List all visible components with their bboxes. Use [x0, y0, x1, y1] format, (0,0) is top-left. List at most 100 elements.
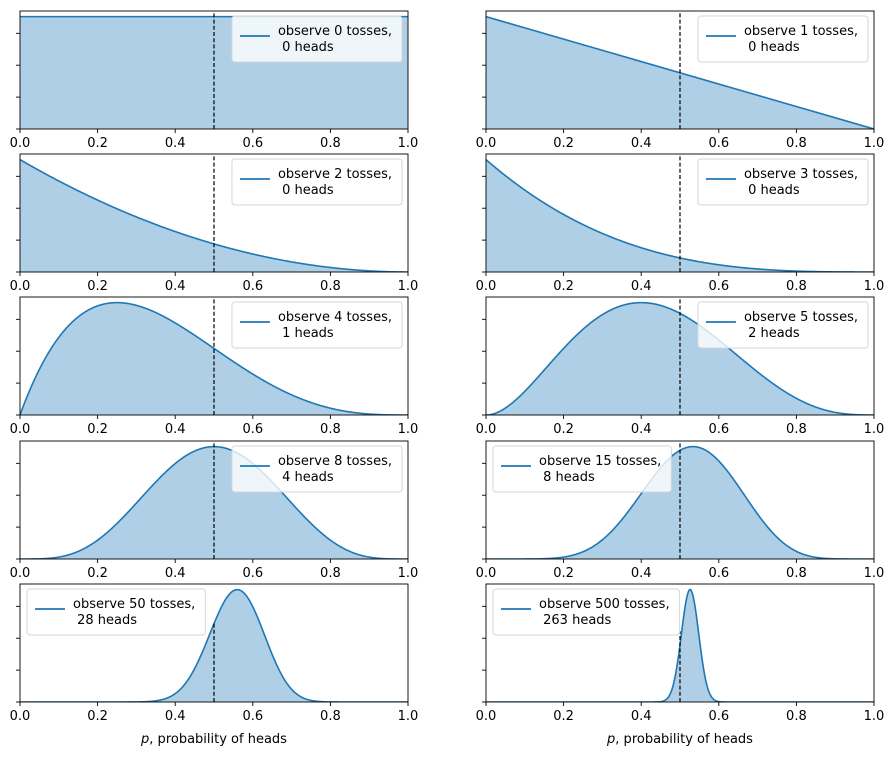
x-tick-label: 0.8 [786, 136, 807, 151]
x-tick-label: 0.2 [87, 136, 108, 151]
x-tick-label: 0.0 [476, 422, 497, 437]
plot-area [486, 11, 874, 129]
x-tick-label: 0.0 [10, 422, 31, 437]
plot-area [486, 297, 874, 415]
x-tick-label: 0.6 [242, 279, 263, 294]
x-tick-label: 0.6 [708, 136, 729, 151]
x-tick-label: 0.4 [631, 422, 652, 437]
posterior-area [20, 159, 408, 272]
x-tick-label: 0.6 [708, 279, 729, 294]
x-tick-label: 0.0 [10, 566, 31, 581]
x-tick-label: 1.0 [398, 709, 419, 724]
x-tick-label: 1.0 [398, 422, 419, 437]
legend-label: observe 15 tosses, 8 heads [539, 454, 661, 485]
legend-box [231, 15, 403, 63]
subplot-6: 0.0 0.2 0.4 0.6 0.8 1.0 observe 8 tosses, 4 he… [10, 440, 419, 581]
legend: observe 0 tosses, 0 heads [231, 15, 403, 63]
posterior-curve [20, 588, 408, 702]
legend-label: observe 0 tosses, 0 heads [278, 24, 392, 55]
x-tick-label: 0.8 [786, 279, 807, 294]
axes-frame [19, 296, 409, 416]
legend-label: observe 3 tosses, 0 heads [744, 167, 858, 198]
x-tick-label: 0.4 [165, 566, 186, 581]
plot-area [486, 441, 874, 559]
x-tick-label: 0.8 [320, 136, 341, 151]
legend: observe 2 tosses, 0 heads [231, 158, 403, 206]
plot-area [20, 588, 408, 702]
legend: observe 1 tosses, 0 heads [697, 15, 869, 63]
x-tick-label: 1.0 [398, 566, 419, 581]
x-tick-label: 0.8 [786, 709, 807, 724]
x-tick-label: 0.0 [476, 709, 497, 724]
x-tick-label: 0.2 [553, 709, 574, 724]
x-tick-label: 0.6 [242, 709, 263, 724]
legend-box [492, 588, 681, 636]
axes-frame [19, 440, 409, 560]
x-tick-label: 0.2 [553, 422, 574, 437]
legend-box [492, 445, 672, 493]
x-axis-label: p, probability of heads [140, 732, 287, 747]
subplot-4: 0.0 0.2 0.4 0.6 0.8 1.0 observe 4 tosses, 1 he… [10, 296, 419, 437]
legend-box [231, 158, 403, 206]
axes-frame [485, 296, 875, 416]
axes-frame [485, 583, 875, 703]
legend: observe 3 tosses, 0 heads [697, 158, 869, 206]
subplot-2: 0.0 0.2 0.4 0.6 0.8 1.0 observe 2 tosses, 0 he… [10, 153, 419, 294]
x-tick-label: 0.0 [476, 279, 497, 294]
x-tick-label: 0.0 [10, 136, 31, 151]
legend-box [697, 158, 869, 206]
plot-area [486, 154, 874, 272]
x-tick-label: 1.0 [864, 422, 885, 437]
x-tick-label: 0.6 [242, 566, 263, 581]
x-axis-label: p, probability of heads [606, 732, 753, 747]
x-tick-label: 0.6 [242, 422, 263, 437]
x-tick-label: 0.4 [631, 136, 652, 151]
x-tick-label: 0.8 [320, 566, 341, 581]
x-tick-label: 1.0 [398, 279, 419, 294]
subplot-5: 0.0 0.2 0.4 0.6 0.8 1.0 observe 5 tosses, 2 he… [476, 296, 885, 437]
axes-frame [19, 583, 409, 703]
x-tick-label: 0.2 [87, 422, 108, 437]
x-tick-label: 0.0 [10, 709, 31, 724]
legend-label: observe 50 tosses, 28 heads [73, 597, 195, 628]
legend-box [231, 445, 403, 493]
x-tick-label: 0.8 [786, 566, 807, 581]
legend-box [231, 301, 403, 349]
axes-frame [19, 153, 409, 273]
legend: observe 500 tosses, 263 heads [492, 588, 681, 636]
x-tick-label: 0.6 [708, 422, 729, 437]
x-tick-label: 1.0 [864, 279, 885, 294]
x-tick-label: 0.8 [786, 422, 807, 437]
legend-label: observe 2 tosses, 0 heads [278, 167, 392, 198]
x-tick-label: 0.2 [553, 566, 574, 581]
x-tick-label: 0.6 [242, 136, 263, 151]
subplot-9: 0.0 0.2 0.4 0.6 0.8 1.0 p, probability of head… [476, 583, 885, 747]
x-tick-label: 0.4 [631, 279, 652, 294]
x-tick-label: 0.2 [87, 279, 108, 294]
x-tick-label: 0.8 [320, 422, 341, 437]
legend-label: observe 1 tosses, 0 heads [744, 24, 858, 55]
x-tick-label: 0.0 [476, 566, 497, 581]
legend-label: observe 8 tosses, 4 heads [278, 454, 392, 485]
legend: observe 5 tosses, 2 heads [697, 301, 869, 349]
plot-area [20, 441, 408, 559]
subplot-1: 0.0 0.2 0.4 0.6 0.8 1.0 observe 1 tosses, 0 he… [476, 10, 884, 151]
legend: observe 50 tosses, 28 heads [26, 588, 206, 636]
plot-area [20, 154, 408, 272]
axes-frame [485, 10, 875, 130]
x-tick-label: 0.4 [165, 709, 186, 724]
x-tick-label: 0.8 [320, 709, 341, 724]
subplot-7: 0.0 0.2 0.4 0.6 0.8 1.0 observe 15 tosses, 8 h… [476, 440, 884, 581]
legend: observe 15 tosses, 8 heads [492, 445, 672, 493]
plot-area [20, 297, 408, 415]
axes-frame [485, 153, 875, 273]
x-tick-label: 0.6 [708, 709, 729, 724]
legend-label: observe 4 tosses, 1 heads [278, 310, 392, 341]
legend: observe 8 tosses, 4 heads [231, 445, 403, 493]
x-tick-label: 0.2 [553, 136, 574, 151]
legend-box [26, 588, 206, 636]
x-tick-label: 0.0 [476, 136, 497, 151]
x-tick-label: 0.4 [631, 709, 652, 724]
subplot-3: 0.0 0.2 0.4 0.6 0.8 1.0 observe 3 tosses, 0 he… [476, 153, 885, 294]
x-tick-label: 1.0 [864, 709, 885, 724]
